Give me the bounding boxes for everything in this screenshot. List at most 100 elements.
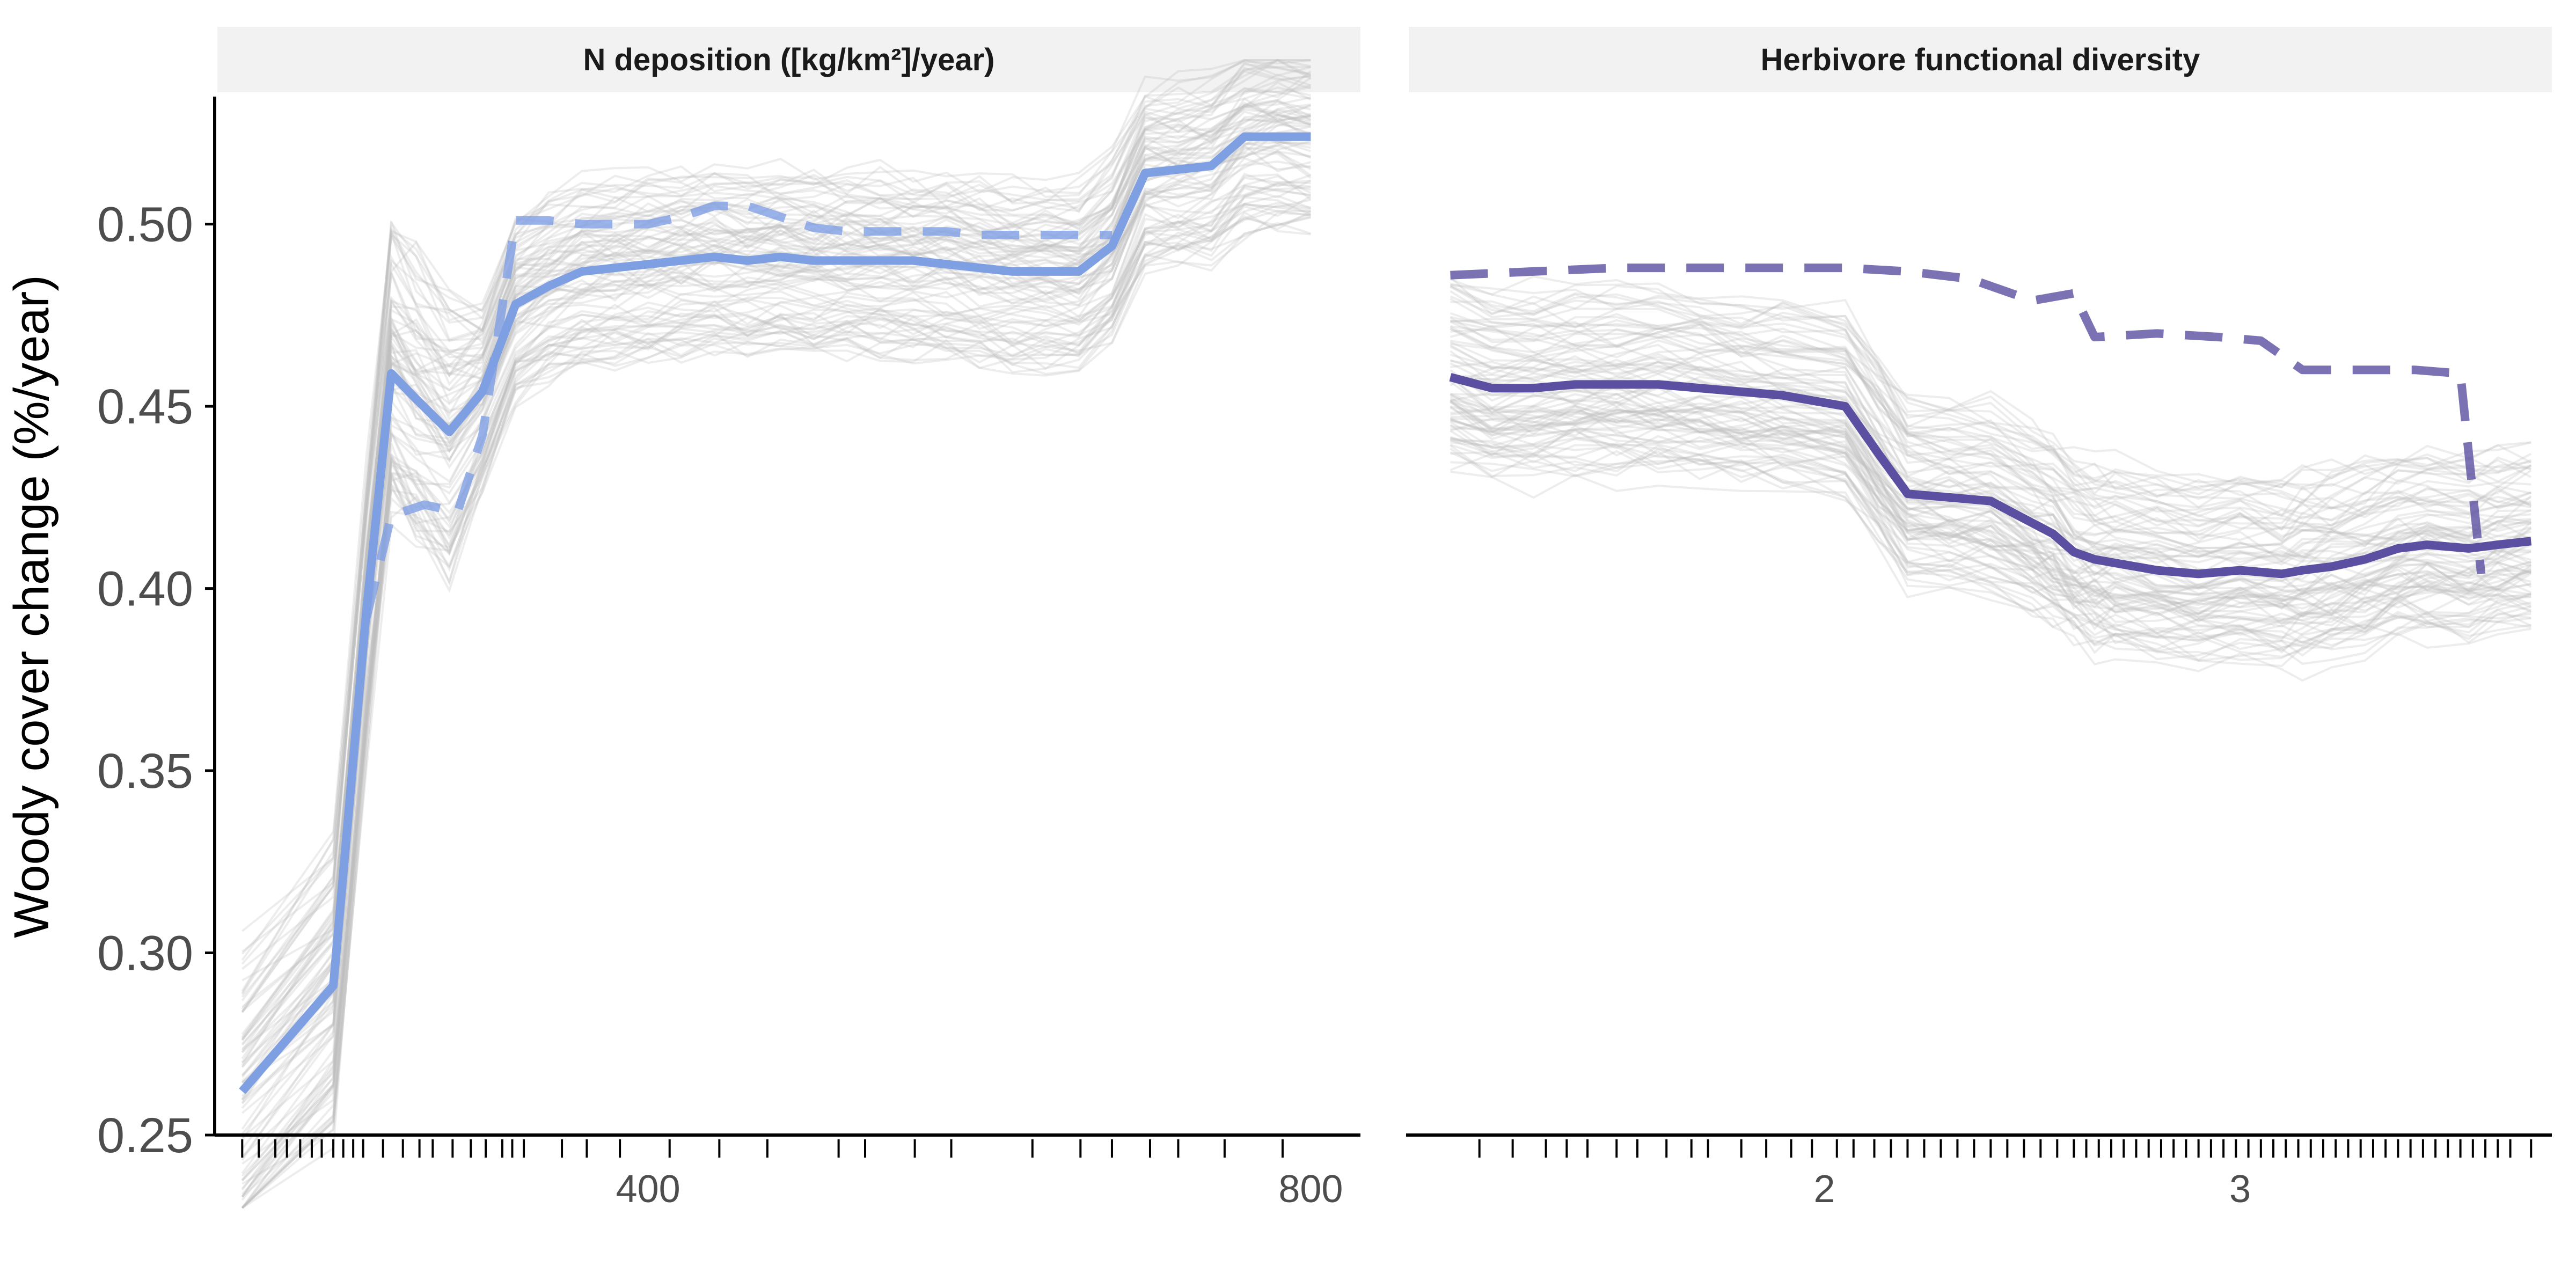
ice-line xyxy=(1450,437,2531,645)
ice-line xyxy=(1450,409,2532,615)
x-tick-label: 3 xyxy=(2229,1168,2251,1211)
ice-line xyxy=(241,213,1312,1209)
ice-line xyxy=(241,108,1311,1041)
ice-line xyxy=(1450,407,2532,616)
ice-line xyxy=(1450,401,2531,617)
ice-line xyxy=(1450,325,2531,538)
ice-line xyxy=(1450,316,2531,530)
ice-line xyxy=(241,202,1311,1195)
ice-line xyxy=(1450,423,2532,636)
ice-line xyxy=(1450,419,2531,628)
ice-line xyxy=(241,172,1312,1197)
ice-line xyxy=(241,186,1311,1201)
ice-line xyxy=(1450,429,2532,643)
ice-line xyxy=(1450,313,2532,515)
ice-line xyxy=(1450,284,2531,509)
ice-line xyxy=(1450,436,2531,650)
ice-background-lines xyxy=(241,58,1312,1209)
ice-line xyxy=(1450,319,2531,526)
ice-line xyxy=(1450,295,2532,516)
ice-background-lines xyxy=(1450,275,2532,682)
ice-line xyxy=(1450,437,2531,652)
ice-line xyxy=(241,100,1312,1066)
ice-line xyxy=(1450,401,2532,602)
ice-line xyxy=(241,86,1311,1010)
ice-line xyxy=(241,96,1311,1038)
ice-line xyxy=(1450,360,2531,567)
ice-line xyxy=(241,203,1311,1209)
ice-line xyxy=(241,180,1311,1198)
ice-line xyxy=(241,74,1312,1013)
ice-line xyxy=(241,58,1312,932)
ice-line xyxy=(241,137,1311,1101)
ice-line xyxy=(1450,352,2531,563)
ice-line xyxy=(241,199,1311,1189)
ice-line xyxy=(1450,323,2531,535)
ice-line xyxy=(241,146,1312,1114)
ice-line xyxy=(1450,393,2531,604)
ice-line xyxy=(241,104,1312,1053)
facet-strip xyxy=(217,27,1360,92)
ice-line xyxy=(1450,426,2532,638)
ice-line xyxy=(241,63,1311,955)
y-axis-title: Woody cover change (%/year) xyxy=(4,275,59,938)
ice-line xyxy=(1450,342,2531,563)
ice-line xyxy=(241,136,1311,1097)
ice-line xyxy=(1450,375,2531,596)
ice-line xyxy=(1450,470,2531,682)
ice-line xyxy=(241,77,1312,1008)
ice-line xyxy=(241,211,1311,1209)
ice-line xyxy=(241,99,1312,1045)
y-tick-label: 0.40 xyxy=(97,562,193,617)
ice-line xyxy=(1450,312,2531,531)
ice-line xyxy=(1450,327,2532,550)
ice-line xyxy=(1450,320,2531,542)
ice-line xyxy=(241,120,1311,1092)
ice-line xyxy=(1450,316,2531,539)
ice-line xyxy=(1450,341,2531,549)
ice-line xyxy=(1450,407,2532,610)
ice-line xyxy=(241,209,1311,1182)
ice-line xyxy=(1450,380,2532,589)
ice-line xyxy=(241,65,1311,992)
ice-line xyxy=(241,70,1311,1001)
ice-line xyxy=(241,115,1311,1040)
ice-line xyxy=(1450,284,2531,495)
ice-line xyxy=(1450,437,2531,653)
ice-line xyxy=(241,58,1311,995)
ice-line xyxy=(241,149,1312,1135)
ice-line xyxy=(241,105,1311,1041)
ice-line xyxy=(241,141,1311,1084)
y-tick-label: 0.45 xyxy=(97,379,193,434)
ice-line xyxy=(1450,353,2531,567)
ice-line xyxy=(1450,400,2532,613)
ice-line xyxy=(1450,319,2531,529)
ice-line xyxy=(1450,409,2531,617)
ice-line xyxy=(241,59,1311,965)
ice-line xyxy=(241,185,1311,1198)
facet-strip-label: Herbivore functional diversity xyxy=(1761,42,2200,77)
ice-line xyxy=(1450,346,2531,561)
ice-line xyxy=(241,67,1311,982)
ice-line xyxy=(1450,285,2532,505)
ice-line xyxy=(1450,444,2531,661)
ice-line xyxy=(1450,453,2531,665)
ice-line xyxy=(241,175,1312,1161)
ice-line xyxy=(1450,316,2532,531)
ice-line xyxy=(241,179,1312,1158)
ice-line xyxy=(241,86,1311,1041)
ice-line xyxy=(241,222,1311,1209)
y-tick-label: 0.35 xyxy=(97,744,193,799)
y-tick-label: 0.50 xyxy=(97,197,193,252)
ice-line xyxy=(1450,450,2531,661)
ice-line xyxy=(241,211,1311,1209)
ice-line xyxy=(1450,350,2531,559)
ice-line xyxy=(1450,398,2531,615)
x-tick-label: 2 xyxy=(1814,1168,1835,1211)
ice-line xyxy=(241,105,1311,1051)
pdp-line-solid xyxy=(1449,373,2532,579)
ice-line xyxy=(241,101,1312,1068)
ice-line xyxy=(1450,400,2531,613)
ice-line xyxy=(1450,450,2531,661)
